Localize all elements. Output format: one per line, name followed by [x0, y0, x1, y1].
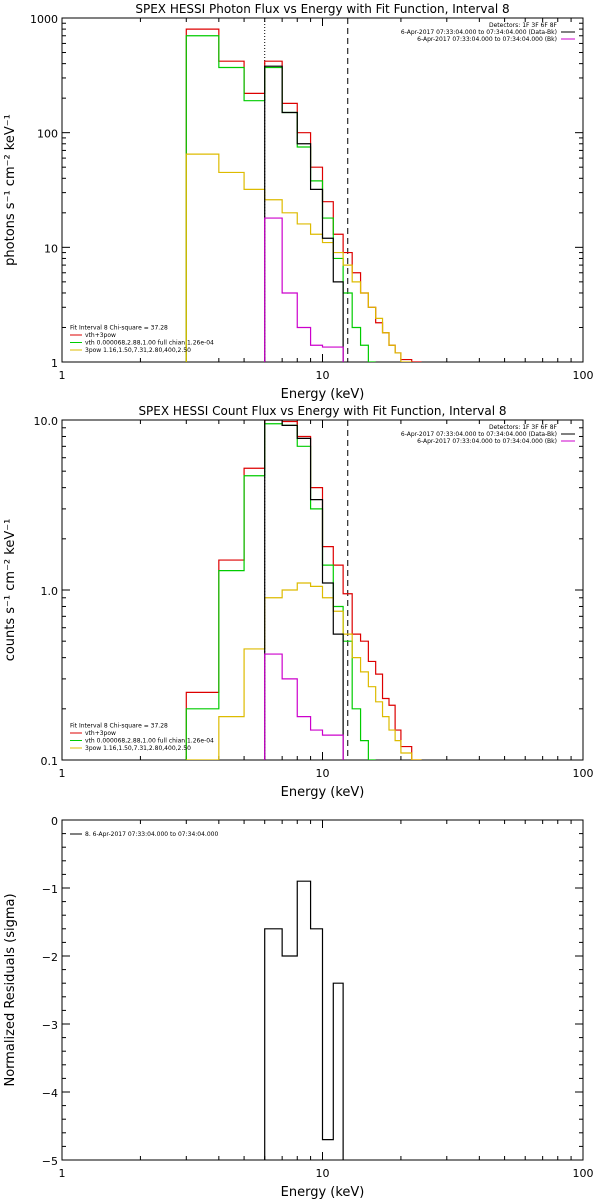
y-tick-label: 0 [51, 815, 58, 828]
x-tick-label: 1 [59, 1167, 66, 1180]
series-1-step-line [264, 880, 344, 1160]
x-tick-label: 10 [316, 767, 330, 780]
legend-right-entry: 6-Apr-2017 07:33:04.000 to 07:34:04.000 … [401, 29, 557, 36]
x-tick-label: 1 [59, 369, 66, 382]
x-tick-label: 100 [573, 369, 594, 382]
legend-left-entry: Fit Interval 8 Chi-square = 37.28 [70, 325, 168, 332]
y-tick-label: 10 [44, 242, 58, 255]
legend-left-entry: 3pow 1.16,1.50,7.31,2.80,400,2.50 [85, 347, 191, 354]
legend-right-entry: Detectors: 1F 3F 6F 8F [489, 22, 558, 29]
panel-3: Energy (keV) Normalized Residuals (sigma)… [3, 815, 594, 1200]
y-tick-label: 10.0 [34, 415, 59, 428]
x-tick-label: 10 [316, 1167, 330, 1180]
series-5-step-line [264, 653, 344, 760]
legend-left-entry: 8. 6-Apr-2017 07:33:04.000 to 07:34:04.0… [85, 831, 218, 838]
series-1-step-line [185, 28, 422, 362]
x-axis-label: Energy (keV) [281, 387, 365, 402]
y-tick-label: −3 [42, 1019, 58, 1032]
x-tick-label: 100 [573, 1167, 594, 1180]
series-5-step-line [264, 217, 344, 362]
legend-left-entry: Fit Interval 8 Chi-square = 37.28 [70, 723, 168, 730]
legend-left-entry: vth+3pow [85, 730, 116, 737]
y-tick-label: 0.1 [41, 755, 59, 768]
y-tick-label: 100 [37, 128, 58, 141]
panel-1: SPEX HESSI Photon Flux vs Energy with Fi… [3, 2, 594, 402]
series-3-step-line [186, 582, 422, 760]
series-4-step-line [264, 420, 344, 760]
y-tick-label: 1000 [30, 13, 58, 26]
x-axis-label: Energy (keV) [281, 785, 365, 800]
chart-title: SPEX HESSI Count Flux vs Energy with Fit… [138, 404, 506, 418]
chart-title: SPEX HESSI Photon Flux vs Energy with Fi… [135, 2, 509, 16]
legend-right-entry: 6-Apr-2017 07:33:04.000 to 07:34:04.000 … [401, 431, 557, 438]
y-tick-label: −5 [42, 1155, 58, 1168]
legend-left-entry: 3pow 1.16,1.50,7.31,2.80,400,2.50 [85, 745, 191, 752]
y-tick-label: −2 [42, 951, 58, 964]
legend-right-entry: Detectors: 1F 3F 6F 8F [489, 424, 558, 431]
legend-right-entry: 6-Apr-2017 07:33:04.000 to 07:34:04.000 … [417, 36, 557, 43]
legend-left-entry: vth+3pow [85, 332, 116, 339]
series-2-step-line [185, 423, 376, 760]
x-tick-label: 1 [59, 767, 66, 780]
y-tick-label: 1 [51, 357, 58, 370]
legend-left-entry: vth 0.000068,2.88,1.00 full chian 1.26e-… [85, 340, 214, 347]
x-tick-label: 10 [316, 369, 330, 382]
series-4-step-line [264, 65, 344, 362]
series-1-step-line [185, 420, 422, 760]
y-tick-label: 1.0 [41, 585, 59, 598]
x-axis-label: Energy (keV) [281, 1185, 365, 1200]
legend-right-entry: 6-Apr-2017 07:33:04.000 to 07:34:04.000 … [417, 438, 557, 445]
series-3-step-line [185, 153, 412, 362]
x-tick-label: 100 [573, 767, 594, 780]
y-axis-label: Normalized Residuals (sigma) [3, 893, 18, 1086]
legend-left-entry: vth 0.000068,2.88,1.00 full chian 1.26e-… [85, 738, 214, 745]
y-tick-label: −4 [42, 1087, 58, 1100]
y-axis-label: counts s⁻¹ cm⁻² keV⁻¹ [3, 519, 18, 662]
y-tick-label: −1 [42, 883, 58, 896]
panel-2: SPEX HESSI Count Flux vs Energy with Fit… [3, 404, 594, 800]
y-axis-label: photons s⁻¹ cm⁻² keV⁻¹ [3, 114, 18, 266]
